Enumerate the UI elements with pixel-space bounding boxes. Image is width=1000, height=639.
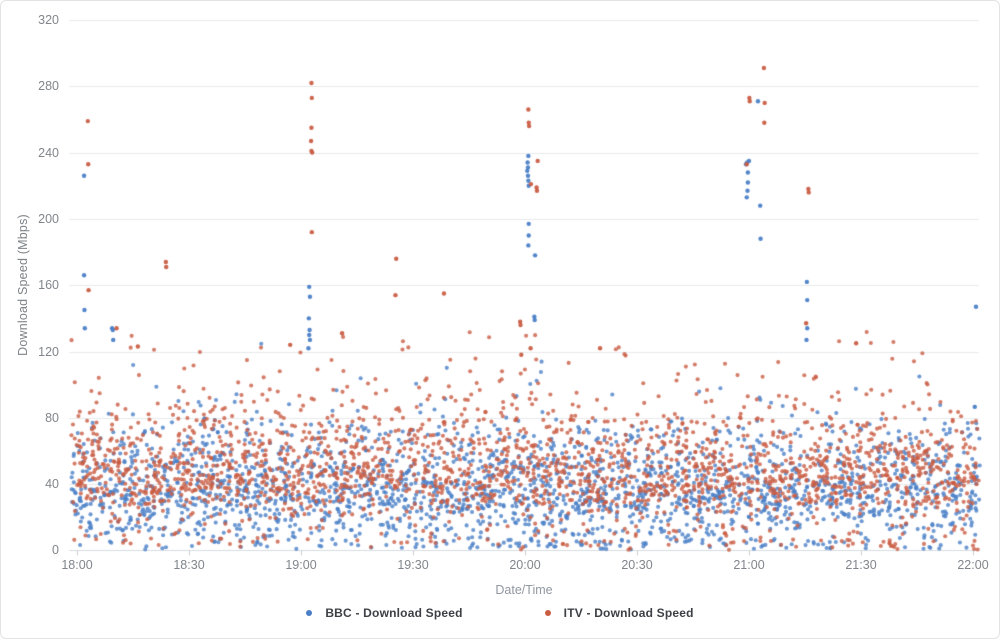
x-tick-label: 20:00 [509, 558, 541, 572]
bbc-series-dot-icon [306, 610, 313, 616]
x-tick-label: 20:30 [621, 558, 653, 572]
y-tick-label: 0 [52, 543, 59, 558]
legend-label-itv: ITV - Download Speed [563, 606, 694, 620]
y-tick-label: 320 [38, 13, 59, 27]
x-tick-label: 21:30 [845, 558, 877, 572]
y-tick-label: 240 [38, 145, 59, 160]
x-tick-label: 18:00 [61, 558, 93, 572]
itv-series-dot-icon [544, 610, 551, 616]
x-tick-label: 21:00 [733, 558, 765, 572]
x-tick-label: 19:30 [397, 558, 429, 572]
legend-item-itv: ITV - Download Speed [544, 606, 694, 620]
x-tick-label: 18:30 [173, 558, 205, 572]
chart-legend: BBC - Download Speed ITV - Download Spee… [1, 606, 999, 620]
y-tick-label: 280 [38, 79, 59, 94]
legend-item-bbc: BBC - Download Speed [306, 606, 462, 620]
y-tick-label: 40 [45, 477, 59, 492]
x-axis-title: Date/Time [495, 583, 553, 597]
y-tick-label: 200 [38, 211, 59, 226]
y-tick-label: 120 [38, 344, 59, 359]
x-tick-label: 22:00 [957, 558, 989, 572]
legend-label-bbc: BBC - Download Speed [325, 606, 463, 620]
x-tick-label: 19:00 [285, 558, 317, 572]
y-tick-label: 80 [45, 410, 59, 425]
y-tick-label: 160 [38, 278, 59, 293]
